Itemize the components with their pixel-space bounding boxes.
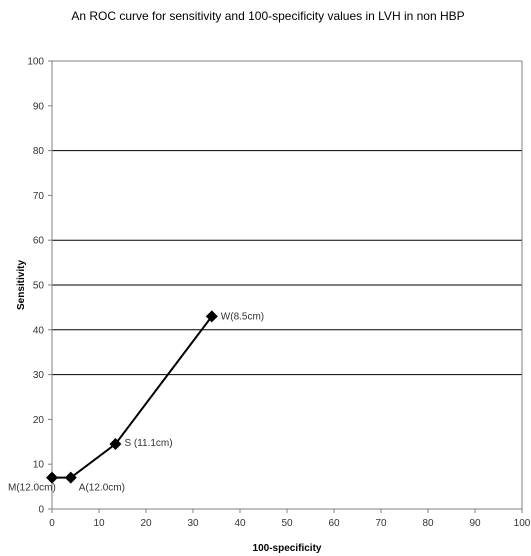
chart-title: An ROC curve for sensitivity and 100-spe… bbox=[71, 9, 464, 23]
x-tick-label: 20 bbox=[140, 518, 152, 529]
x-tick-label: 40 bbox=[234, 518, 246, 529]
x-tick-label: 100 bbox=[514, 518, 531, 529]
data-point-marker bbox=[205, 310, 218, 323]
x-tick-label: 80 bbox=[422, 518, 434, 529]
y-axis-label: Sensitivity bbox=[16, 260, 27, 310]
x-tick-label: 70 bbox=[375, 518, 387, 529]
y-tick-label: 0 bbox=[38, 505, 44, 516]
y-tick-label: 20 bbox=[33, 415, 45, 426]
x-axis: 0 10 20 30 40 50 60 70 80 90 100 bbox=[49, 509, 531, 529]
x-tick-label: 90 bbox=[469, 518, 481, 529]
x-tick-label: 60 bbox=[328, 518, 340, 529]
y-axis: 0 10 20 30 40 50 60 70 80 90 100 bbox=[27, 57, 52, 516]
data-point-marker bbox=[64, 471, 77, 484]
y-tick-label: 10 bbox=[33, 460, 45, 471]
data-point-marker bbox=[109, 438, 122, 451]
data-point-marker bbox=[46, 471, 58, 484]
x-tick-label: 10 bbox=[93, 518, 105, 529]
data-point-label: W(8.5cm) bbox=[221, 311, 264, 322]
x-tick-label: 30 bbox=[187, 518, 199, 529]
x-axis-label: 100-specificity bbox=[253, 543, 322, 554]
y-tick-label: 30 bbox=[33, 370, 45, 381]
series-roc: M(12.0cm) A(12.0cm) S (11.1cm) W(8.5cm) bbox=[8, 310, 264, 494]
x-tick-label: 0 bbox=[49, 518, 55, 529]
data-point-label: A(12.0cm) bbox=[79, 483, 125, 494]
x-tick-label: 50 bbox=[281, 518, 293, 529]
y-tick-label: 40 bbox=[33, 325, 45, 336]
y-tick-label: 100 bbox=[27, 57, 44, 68]
y-tick-label: 90 bbox=[33, 101, 45, 112]
y-tick-label: 80 bbox=[33, 146, 45, 157]
gridlines bbox=[52, 150, 522, 376]
y-tick-label: 70 bbox=[33, 191, 45, 202]
y-tick-label: 50 bbox=[33, 281, 45, 292]
data-point-label: S (11.1cm) bbox=[124, 438, 172, 449]
roc-line bbox=[52, 315, 213, 479]
data-point-label: M(12.0cm) bbox=[8, 483, 56, 494]
y-tick-label: 60 bbox=[33, 236, 45, 247]
